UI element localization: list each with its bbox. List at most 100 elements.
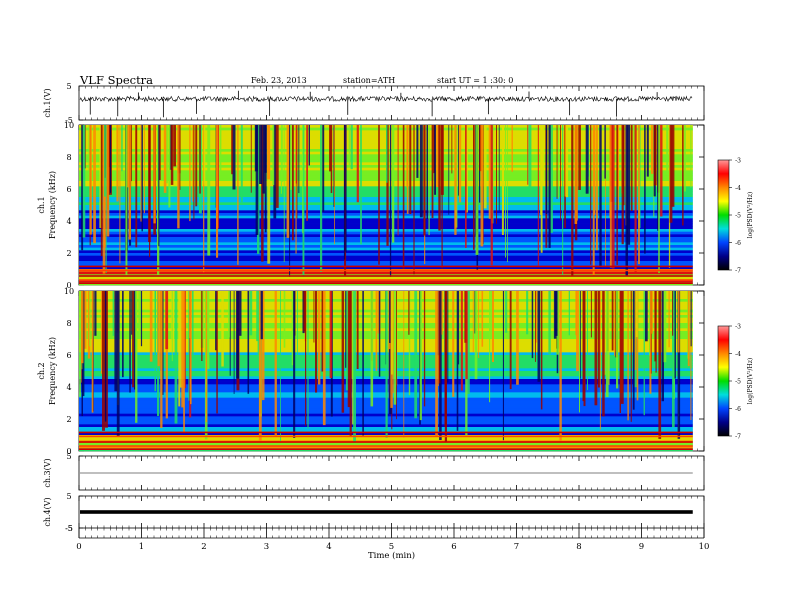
spectrogram-streak: [568, 291, 570, 336]
spectrogram-streak: [460, 291, 463, 391]
spectrogram-streak: [587, 291, 588, 391]
spectrogram-streak: [190, 291, 192, 405]
spectrogram-streak: [110, 125, 112, 193]
spectrogram-streak: [634, 291, 637, 371]
spectrogram-streak: [454, 125, 457, 235]
spectrogram-streak: [437, 291, 439, 386]
spectrogram-band: [79, 191, 693, 195]
x-tick-label: 5: [389, 542, 394, 552]
start-time-label: start UT = 1 :30: 0: [437, 76, 514, 85]
spectrogram-streak: [307, 291, 309, 429]
spectrogram-streak: [674, 291, 676, 379]
spectrogram-streak: [540, 125, 543, 253]
spectrogram-streak: [609, 125, 612, 218]
spectrogram-streak: [646, 125, 649, 177]
spectrogram-streak: [91, 291, 94, 413]
spectrogram-streak: [283, 125, 285, 262]
spectrogram-streak: [132, 291, 135, 388]
spectrogram-streak: [436, 125, 440, 188]
spectrogram-streak: [100, 291, 102, 374]
spectrogram-band: [79, 239, 693, 243]
spectrogram-streak: [378, 125, 380, 265]
x-tick-label: 2: [201, 542, 206, 552]
spectrogram-streak: [389, 291, 391, 343]
spectrogram-band: [79, 231, 693, 235]
spectrogram-streak: [578, 125, 581, 190]
ch4-waveform-ytick-label: 5: [66, 492, 71, 501]
colorbar-tick-label: -3: [735, 324, 741, 331]
ch1-spectrogram-ytick-label: 2: [66, 249, 71, 258]
spectrogram-band: [79, 226, 693, 230]
spectrogram-streak: [604, 125, 606, 179]
spectrogram-streak: [504, 291, 508, 333]
spectrogram-band: [79, 186, 693, 190]
spectrogram-streak: [604, 291, 606, 375]
spectrogram-streak: [272, 125, 275, 185]
spectrogram-streak: [356, 291, 359, 369]
spectrogram-streak: [505, 125, 506, 258]
spectrogram-band: [79, 138, 693, 142]
spectrogram-streak: [386, 125, 389, 246]
spectrogram-streak: [140, 125, 142, 222]
spectrogram-line: [79, 441, 693, 443]
spectrogram-band: [79, 207, 693, 211]
spectrogram-band: [79, 149, 693, 152]
spectrogram-streak: [188, 291, 190, 401]
spectrogram-streak: [423, 291, 426, 407]
spectrogram-streak: [360, 125, 362, 245]
spectrogram-streak: [239, 291, 242, 336]
spectrogram-streak: [119, 125, 121, 264]
colorbar-2: [717, 325, 730, 437]
spectrogram-streak: [465, 125, 467, 248]
spectrogram-streak: [138, 291, 142, 337]
spectrogram-line: [79, 275, 693, 277]
spectrogram-streak: [413, 125, 415, 275]
ch1-spectrogram-ytick-label: 4: [66, 217, 71, 226]
spectrogram-streak: [79, 291, 81, 397]
spectrogram-streak: [658, 291, 662, 439]
spectrogram-streak: [548, 291, 551, 355]
x-tick-label: 0: [76, 542, 81, 552]
spectrogram-streak: [540, 291, 543, 410]
spectrogram-line: [79, 448, 693, 450]
spectrogram-streak: [131, 291, 133, 335]
spectrogram-streak: [649, 291, 652, 394]
spectrogram-streak: [594, 291, 598, 406]
ch1-waveform-ylabel: ch.1(V): [43, 88, 52, 117]
spectrogram-streak: [516, 291, 519, 385]
spectrogram-streak: [343, 125, 346, 260]
spectrogram-streak: [585, 125, 589, 194]
x-tick-label: 4: [326, 542, 331, 552]
spectrogram-streak: [221, 291, 224, 367]
spectrogram-streak: [81, 125, 84, 251]
spectrogram-streak: [291, 291, 295, 366]
spectrogram-streak: [236, 291, 239, 379]
spectrogram-band: [79, 263, 693, 267]
spectrogram-band: [79, 162, 693, 166]
spectrogram-streak: [232, 125, 236, 190]
spectrogram-streak: [257, 291, 260, 358]
spectrogram-streak: [348, 125, 350, 166]
spectrogram-streak: [105, 291, 108, 428]
spectrogram-band: [79, 130, 693, 134]
spectrogram-streak: [556, 125, 558, 199]
spectrogram-streak: [431, 125, 434, 218]
spectrogram-streak: [82, 125, 86, 238]
spectrogram-streak: [329, 291, 333, 379]
spectrogram-streak: [391, 291, 394, 375]
spectrogram-band: [79, 125, 693, 128]
spectrogram-streak: [341, 291, 345, 413]
spectrogram-streak: [116, 291, 120, 437]
spectrogram-streak: [260, 291, 263, 340]
spectrogram-streak: [616, 291, 619, 389]
spectrogram-streak: [565, 125, 569, 198]
spectrogram-band: [79, 247, 693, 251]
spectrogram-streak: [102, 291, 105, 431]
spectrogram-streak: [528, 125, 532, 194]
spectrogram-streak: [201, 291, 203, 361]
spectrogram-streak: [438, 125, 441, 231]
spectrogram-streak: [623, 125, 625, 206]
x-tick-label: 10: [699, 542, 710, 552]
spectrogram-streak: [672, 291, 675, 428]
